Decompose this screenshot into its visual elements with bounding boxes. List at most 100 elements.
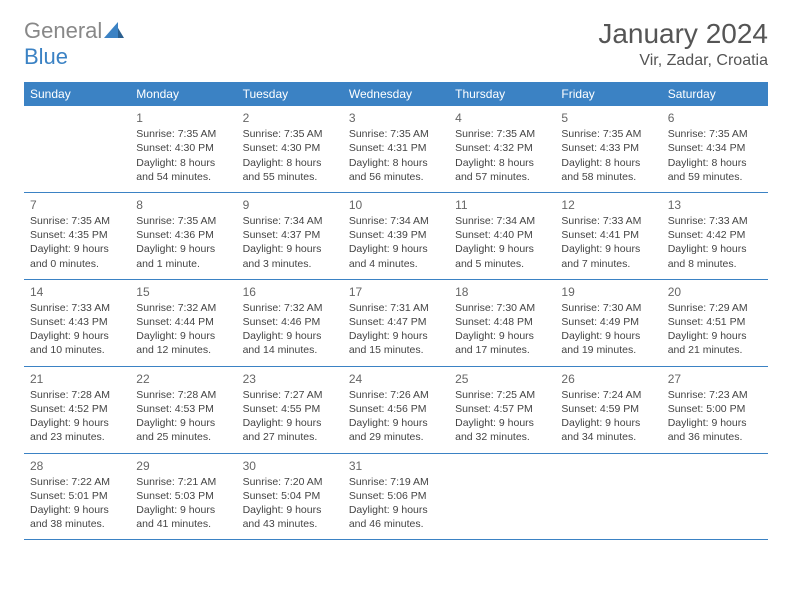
day-content: Sunrise: 7:22 AMSunset: 5:01 PMDaylight:… — [30, 475, 124, 532]
day-cell — [662, 454, 768, 540]
day-number: 23 — [243, 371, 337, 387]
day-daylight1: Daylight: 9 hours — [136, 416, 230, 430]
day-content: Sunrise: 7:25 AMSunset: 4:57 PMDaylight:… — [455, 388, 549, 445]
day-content: Sunrise: 7:30 AMSunset: 4:48 PMDaylight:… — [455, 301, 549, 358]
day-sunset: Sunset: 4:57 PM — [455, 402, 549, 416]
day-daylight2: and 56 minutes. — [349, 170, 443, 184]
day-sunrise: Sunrise: 7:32 AM — [136, 301, 230, 315]
day-content: Sunrise: 7:35 AMSunset: 4:33 PMDaylight:… — [561, 127, 655, 184]
day-cell: 20Sunrise: 7:29 AMSunset: 4:51 PMDayligh… — [662, 280, 768, 366]
day-cell: 25Sunrise: 7:25 AMSunset: 4:57 PMDayligh… — [449, 367, 555, 453]
day-sunrise: Sunrise: 7:35 AM — [455, 127, 549, 141]
day-daylight1: Daylight: 8 hours — [349, 156, 443, 170]
day-cell: 23Sunrise: 7:27 AMSunset: 4:55 PMDayligh… — [237, 367, 343, 453]
week-row: 1Sunrise: 7:35 AMSunset: 4:30 PMDaylight… — [24, 106, 768, 193]
day-number: 18 — [455, 284, 549, 300]
day-sunrise: Sunrise: 7:35 AM — [136, 127, 230, 141]
day-daylight1: Daylight: 9 hours — [30, 503, 124, 517]
day-daylight2: and 36 minutes. — [668, 430, 762, 444]
week-row: 14Sunrise: 7:33 AMSunset: 4:43 PMDayligh… — [24, 280, 768, 367]
day-daylight1: Daylight: 8 hours — [561, 156, 655, 170]
day-daylight1: Daylight: 9 hours — [136, 503, 230, 517]
day-sunset: Sunset: 4:51 PM — [668, 315, 762, 329]
day-cell: 11Sunrise: 7:34 AMSunset: 4:40 PMDayligh… — [449, 193, 555, 279]
day-daylight2: and 5 minutes. — [455, 257, 549, 271]
day-daylight1: Daylight: 9 hours — [668, 329, 762, 343]
day-cell: 3Sunrise: 7:35 AMSunset: 4:31 PMDaylight… — [343, 106, 449, 192]
day-cell: 27Sunrise: 7:23 AMSunset: 5:00 PMDayligh… — [662, 367, 768, 453]
day-daylight1: Daylight: 9 hours — [668, 242, 762, 256]
day-daylight2: and 8 minutes. — [668, 257, 762, 271]
day-number: 12 — [561, 197, 655, 213]
day-sunrise: Sunrise: 7:35 AM — [561, 127, 655, 141]
day-number: 20 — [668, 284, 762, 300]
day-daylight1: Daylight: 8 hours — [136, 156, 230, 170]
day-cell — [449, 454, 555, 540]
week-row: 7Sunrise: 7:35 AMSunset: 4:35 PMDaylight… — [24, 193, 768, 280]
day-number: 31 — [349, 458, 443, 474]
day-sunrise: Sunrise: 7:29 AM — [668, 301, 762, 315]
day-daylight2: and 10 minutes. — [30, 343, 124, 357]
day-sunrise: Sunrise: 7:28 AM — [136, 388, 230, 402]
day-content: Sunrise: 7:30 AMSunset: 4:49 PMDaylight:… — [561, 301, 655, 358]
day-sunrise: Sunrise: 7:21 AM — [136, 475, 230, 489]
day-sunset: Sunset: 4:46 PM — [243, 315, 337, 329]
day-sunset: Sunset: 5:03 PM — [136, 489, 230, 503]
day-daylight2: and 46 minutes. — [349, 517, 443, 531]
day-cell: 29Sunrise: 7:21 AMSunset: 5:03 PMDayligh… — [130, 454, 236, 540]
day-sunset: Sunset: 4:30 PM — [136, 141, 230, 155]
day-sunset: Sunset: 4:49 PM — [561, 315, 655, 329]
day-content: Sunrise: 7:23 AMSunset: 5:00 PMDaylight:… — [668, 388, 762, 445]
day-sunrise: Sunrise: 7:35 AM — [30, 214, 124, 228]
day-cell: 28Sunrise: 7:22 AMSunset: 5:01 PMDayligh… — [24, 454, 130, 540]
day-cell: 30Sunrise: 7:20 AMSunset: 5:04 PMDayligh… — [237, 454, 343, 540]
day-sunset: Sunset: 4:40 PM — [455, 228, 549, 242]
day-number: 26 — [561, 371, 655, 387]
day-number: 1 — [136, 110, 230, 126]
day-daylight2: and 29 minutes. — [349, 430, 443, 444]
day-number: 16 — [243, 284, 337, 300]
day-content: Sunrise: 7:33 AMSunset: 4:43 PMDaylight:… — [30, 301, 124, 358]
logo-text-blue: Blue — [24, 44, 68, 69]
day-cell: 2Sunrise: 7:35 AMSunset: 4:30 PMDaylight… — [237, 106, 343, 192]
day-number: 13 — [668, 197, 762, 213]
day-content: Sunrise: 7:24 AMSunset: 4:59 PMDaylight:… — [561, 388, 655, 445]
day-content: Sunrise: 7:35 AMSunset: 4:31 PMDaylight:… — [349, 127, 443, 184]
day-sunset: Sunset: 4:41 PM — [561, 228, 655, 242]
day-sunset: Sunset: 4:30 PM — [243, 141, 337, 155]
day-content: Sunrise: 7:35 AMSunset: 4:30 PMDaylight:… — [243, 127, 337, 184]
day-daylight1: Daylight: 9 hours — [136, 242, 230, 256]
day-content: Sunrise: 7:33 AMSunset: 4:42 PMDaylight:… — [668, 214, 762, 271]
day-sunrise: Sunrise: 7:28 AM — [30, 388, 124, 402]
day-header-cell: Sunday — [24, 82, 130, 106]
day-content: Sunrise: 7:29 AMSunset: 4:51 PMDaylight:… — [668, 301, 762, 358]
day-daylight1: Daylight: 8 hours — [243, 156, 337, 170]
day-cell: 16Sunrise: 7:32 AMSunset: 4:46 PMDayligh… — [237, 280, 343, 366]
day-cell: 1Sunrise: 7:35 AMSunset: 4:30 PMDaylight… — [130, 106, 236, 192]
day-content: Sunrise: 7:28 AMSunset: 4:52 PMDaylight:… — [30, 388, 124, 445]
day-daylight1: Daylight: 9 hours — [349, 329, 443, 343]
day-sunrise: Sunrise: 7:23 AM — [668, 388, 762, 402]
day-sunset: Sunset: 4:36 PM — [136, 228, 230, 242]
title-block: January 2024 Vir, Zadar, Croatia — [598, 18, 768, 70]
day-daylight2: and 32 minutes. — [455, 430, 549, 444]
day-sunrise: Sunrise: 7:33 AM — [30, 301, 124, 315]
day-daylight2: and 4 minutes. — [349, 257, 443, 271]
day-daylight2: and 59 minutes. — [668, 170, 762, 184]
day-daylight2: and 27 minutes. — [243, 430, 337, 444]
day-content: Sunrise: 7:21 AMSunset: 5:03 PMDaylight:… — [136, 475, 230, 532]
day-number: 30 — [243, 458, 337, 474]
day-sunrise: Sunrise: 7:31 AM — [349, 301, 443, 315]
day-daylight2: and 38 minutes. — [30, 517, 124, 531]
day-daylight2: and 43 minutes. — [243, 517, 337, 531]
day-number: 24 — [349, 371, 443, 387]
day-sunset: Sunset: 4:32 PM — [455, 141, 549, 155]
day-number: 25 — [455, 371, 549, 387]
day-cell: 18Sunrise: 7:30 AMSunset: 4:48 PMDayligh… — [449, 280, 555, 366]
day-sunrise: Sunrise: 7:19 AM — [349, 475, 443, 489]
day-sunset: Sunset: 4:43 PM — [30, 315, 124, 329]
day-cell: 24Sunrise: 7:26 AMSunset: 4:56 PMDayligh… — [343, 367, 449, 453]
day-cell: 19Sunrise: 7:30 AMSunset: 4:49 PMDayligh… — [555, 280, 661, 366]
day-number: 8 — [136, 197, 230, 213]
day-sunset: Sunset: 5:06 PM — [349, 489, 443, 503]
